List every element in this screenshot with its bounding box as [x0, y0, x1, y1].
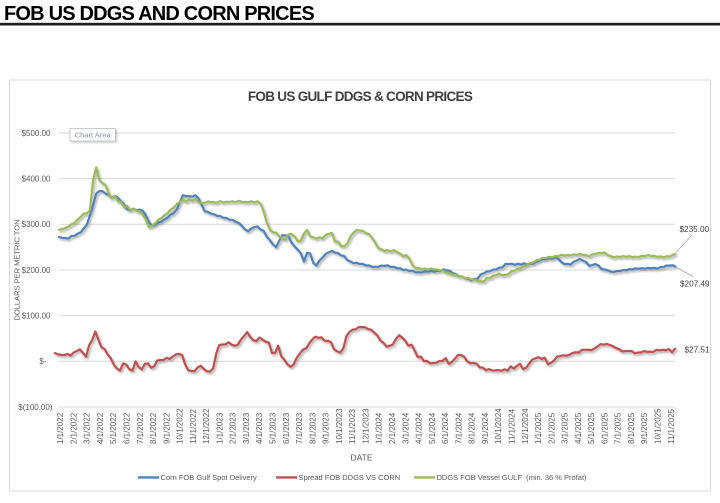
- svg-text:4/1/2023: 4/1/2023: [255, 412, 264, 444]
- svg-text:2/1/2022: 2/1/2022: [69, 412, 78, 444]
- svg-text:Chart Area: Chart Area: [75, 130, 112, 139]
- svg-text:$300.00: $300.00: [22, 220, 51, 229]
- svg-text:7/1/2025: 7/1/2025: [614, 412, 623, 444]
- svg-text:3/1/2025: 3/1/2025: [561, 412, 570, 444]
- svg-text:12/1/2024: 12/1/2024: [521, 408, 530, 444]
- svg-text:$200.00: $200.00: [22, 266, 51, 275]
- svg-text:5/1/2022: 5/1/2022: [109, 412, 118, 444]
- svg-text:1/1/2024: 1/1/2024: [375, 412, 384, 444]
- svg-text:9/1/2023: 9/1/2023: [322, 412, 331, 444]
- svg-text:$-: $-: [39, 357, 46, 366]
- svg-text:11/1/2025: 11/1/2025: [667, 408, 676, 444]
- svg-text:FOB US DDGS AND CORN PRICES: FOB US DDGS AND CORN PRICES: [4, 3, 314, 25]
- svg-text:11/1/2022: 11/1/2022: [189, 408, 198, 444]
- svg-text:5/1/2025: 5/1/2025: [587, 412, 596, 444]
- svg-text:10/1/2022: 10/1/2022: [176, 408, 185, 444]
- svg-text:11/1/2023: 11/1/2023: [348, 408, 357, 444]
- svg-text:8/1/2023: 8/1/2023: [308, 412, 317, 444]
- svg-text:Spread FOB DDGS VS CORN: Spread FOB DDGS VS CORN: [299, 473, 401, 482]
- svg-text:Corn FOB Gulf Spot Delivery: Corn FOB Gulf Spot Delivery: [161, 473, 258, 482]
- svg-text:3/1/2023: 3/1/2023: [242, 412, 251, 444]
- svg-text:$100.00: $100.00: [22, 311, 51, 320]
- svg-text:$400.00: $400.00: [22, 174, 51, 183]
- svg-text:10/1/2023: 10/1/2023: [335, 408, 344, 444]
- svg-text:6/1/2024: 6/1/2024: [441, 412, 450, 444]
- svg-text:9/1/2024: 9/1/2024: [481, 412, 490, 444]
- svg-text:3/1/2024: 3/1/2024: [401, 412, 410, 444]
- svg-text:2/1/2023: 2/1/2023: [229, 412, 238, 444]
- svg-text:7/1/2023: 7/1/2023: [295, 412, 304, 444]
- svg-text:4/1/2024: 4/1/2024: [415, 412, 424, 444]
- svg-text:DOLLARS PER METRIC TON: DOLLARS PER METRIC TON: [13, 220, 22, 321]
- svg-text:5/1/2023: 5/1/2023: [269, 412, 278, 444]
- svg-text:10/1/2025: 10/1/2025: [654, 408, 663, 444]
- svg-text:8/1/2022: 8/1/2022: [149, 412, 158, 444]
- svg-text:8/1/2024: 8/1/2024: [468, 412, 477, 444]
- svg-text:2/1/2025: 2/1/2025: [547, 412, 556, 444]
- svg-text:$27.51: $27.51: [685, 346, 710, 355]
- svg-text:$(100.00): $(100.00): [18, 403, 53, 412]
- svg-text:FOB US GULF DDGS & CORN PRICES: FOB US GULF DDGS & CORN PRICES: [248, 89, 473, 104]
- svg-text:6/1/2023: 6/1/2023: [282, 412, 291, 444]
- svg-text:9/1/2025: 9/1/2025: [640, 412, 649, 444]
- svg-text:$235.00: $235.00: [680, 225, 710, 234]
- svg-text:$207.49: $207.49: [680, 279, 710, 288]
- svg-text:2/1/2024: 2/1/2024: [388, 412, 397, 444]
- svg-text:7/1/2024: 7/1/2024: [454, 412, 463, 444]
- svg-text:8/1/2025: 8/1/2025: [627, 412, 636, 444]
- svg-text:1/1/2023: 1/1/2023: [215, 412, 224, 444]
- svg-text:DDGS FOB Vessel GULF (min. 36: DDGS FOB Vessel GULF (min. 36 % Profat): [437, 473, 588, 482]
- svg-text:1/1/2022: 1/1/2022: [56, 412, 65, 444]
- svg-text:7/1/2022: 7/1/2022: [136, 412, 145, 444]
- svg-text:11/1/2024: 11/1/2024: [508, 408, 517, 444]
- svg-text:6/1/2022: 6/1/2022: [123, 412, 132, 444]
- svg-text:12/1/2023: 12/1/2023: [361, 408, 370, 444]
- svg-text:12/1/2022: 12/1/2022: [202, 408, 211, 444]
- svg-text:6/1/2025: 6/1/2025: [600, 412, 609, 444]
- svg-text:DATE: DATE: [350, 453, 372, 463]
- svg-text:4/1/2025: 4/1/2025: [574, 412, 583, 444]
- svg-text:$500.00: $500.00: [22, 129, 51, 138]
- svg-text:5/1/2024: 5/1/2024: [428, 412, 437, 444]
- svg-text:4/1/2022: 4/1/2022: [96, 412, 105, 444]
- svg-text:3/1/2022: 3/1/2022: [83, 412, 92, 444]
- svg-text:9/1/2022: 9/1/2022: [162, 412, 171, 444]
- svg-text:10/1/2024: 10/1/2024: [494, 408, 503, 444]
- svg-text:1/1/2025: 1/1/2025: [534, 412, 543, 444]
